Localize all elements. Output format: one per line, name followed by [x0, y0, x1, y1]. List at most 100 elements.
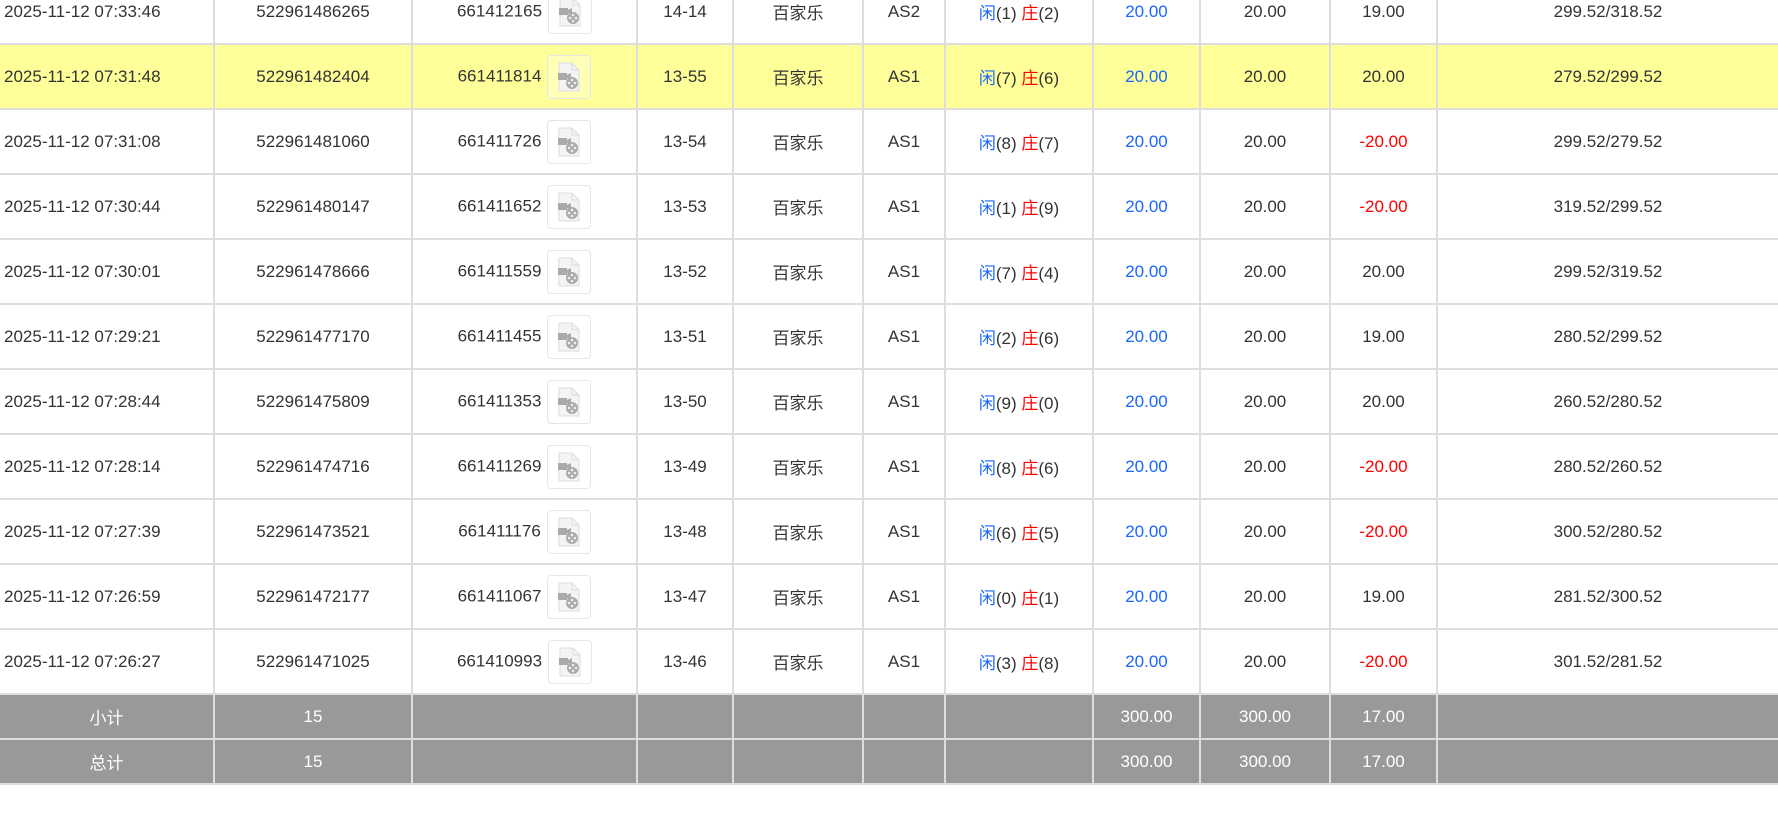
player-label: 闲 [978, 134, 996, 153]
video-replay-icon[interactable] [547, 119, 592, 164]
game-number: 661411726 [457, 130, 542, 150]
table-row: 2025-11-12 07:26:27 522961471025 6614109… [0, 628, 1778, 695]
round: 13-54 [636, 108, 734, 175]
balance: 279.52/299.52 [1436, 43, 1778, 110]
banker-label: 庄 [1021, 4, 1039, 23]
win-loss: 20.00 [1329, 238, 1438, 305]
video-replay-icon[interactable] [547, 379, 592, 424]
order-number: 522961477170 [213, 303, 413, 370]
table-row: 2025-11-12 07:30:01 522961478666 6614115… [0, 238, 1778, 305]
table-row: 2025-11-12 07:31:48 522961482404 6614118… [0, 43, 1778, 110]
total-count: 15 [213, 738, 413, 785]
game-number: 661411353 [457, 390, 542, 410]
game-type: 百家乐 [732, 238, 864, 305]
game-number-cell: 661411176 [411, 498, 638, 565]
win-loss: -20.00 [1329, 108, 1438, 175]
order-number: 522961482404 [213, 43, 413, 110]
game-number: 661411176 [458, 520, 541, 540]
player-points: (1) [995, 4, 1017, 23]
balance: 260.52/280.52 [1436, 368, 1778, 435]
win-loss: 19.00 [1329, 303, 1438, 370]
win-loss: 20.00 [1329, 43, 1438, 110]
game-number: 661410993 [456, 650, 543, 670]
video-replay-icon[interactable] [548, 0, 593, 34]
result: 闲(1) 庄(2) [944, 0, 1094, 45]
order-number: 522961480147 [213, 173, 413, 240]
subtotal-row: 小计 15 300.00 300.00 17.00 [0, 693, 1778, 740]
valid-bet: 20.00 [1199, 303, 1331, 370]
bet-amount: 20.00 [1092, 173, 1201, 240]
order-number: 522961471025 [213, 628, 413, 695]
balance: 299.52/279.52 [1436, 108, 1778, 175]
total-bet: 300.00 [1092, 738, 1201, 785]
bet-amount: 20.00 [1092, 368, 1201, 435]
table-row: 2025-11-12 07:31:08 522961481060 6614117… [0, 108, 1778, 175]
player-label: 闲 [978, 589, 996, 608]
player-points: (8) [995, 134, 1017, 153]
bet-amount: 20.00 [1092, 108, 1201, 175]
player-label: 闲 [978, 329, 996, 348]
balance: 281.52/300.52 [1436, 563, 1778, 630]
table-row: 2025-11-12 07:27:39 522961473521 6614111… [0, 498, 1778, 565]
valid-bet: 20.00 [1199, 498, 1331, 565]
subtotal-win: 17.00 [1329, 693, 1438, 740]
game-number-cell: 661411269 [411, 433, 638, 500]
game-type: 百家乐 [732, 303, 864, 370]
round: 13-55 [636, 43, 734, 110]
balance: 280.52/260.52 [1436, 433, 1778, 500]
game-type: 百家乐 [732, 43, 864, 110]
bet-time: 2025-11-12 07:30:01 [0, 238, 215, 305]
game-number: 661411455 [457, 325, 542, 345]
player-label: 闲 [978, 4, 996, 23]
video-replay-icon[interactable] [546, 509, 591, 554]
valid-bet: 20.00 [1199, 43, 1331, 110]
video-replay-icon[interactable] [547, 184, 592, 229]
balance: 299.52/319.52 [1436, 238, 1778, 305]
player-points: (1) [995, 199, 1017, 218]
round: 13-51 [636, 303, 734, 370]
banker-label: 庄 [1021, 524, 1039, 543]
order-number: 522961478666 [213, 238, 413, 305]
banker-label: 庄 [1021, 264, 1039, 283]
game-number-cell: 661411067 [411, 563, 638, 630]
player-points: (7) [995, 264, 1017, 283]
result: 闲(8) 庄(6) [944, 433, 1094, 500]
order-number: 522961486265 [213, 0, 413, 45]
game-type: 百家乐 [732, 498, 864, 565]
valid-bet: 20.00 [1199, 628, 1331, 695]
bet-time: 2025-11-12 07:29:21 [0, 303, 215, 370]
order-number: 522961474716 [213, 433, 413, 500]
valid-bet: 20.00 [1199, 0, 1331, 45]
player-points: (9) [995, 394, 1017, 413]
bet-time: 2025-11-12 07:27:39 [0, 498, 215, 565]
result: 闲(0) 庄(1) [944, 563, 1094, 630]
banker-label: 庄 [1021, 589, 1039, 608]
balance: 319.52/299.52 [1436, 173, 1778, 240]
bet-time: 2025-11-12 07:30:44 [0, 173, 215, 240]
banker-points: (5) [1038, 524, 1060, 543]
video-replay-icon[interactable] [548, 639, 593, 684]
result: 闲(6) 庄(5) [944, 498, 1094, 565]
round: 13-50 [636, 368, 734, 435]
video-replay-icon[interactable] [547, 314, 592, 359]
banker-points: (0) [1038, 394, 1060, 413]
game-type: 百家乐 [732, 173, 864, 240]
video-replay-icon[interactable] [547, 444, 592, 489]
banker-label: 庄 [1021, 459, 1039, 478]
bet-amount: 20.00 [1092, 628, 1201, 695]
result: 闲(3) 庄(8) [944, 628, 1094, 695]
game-number: 661411652 [457, 195, 542, 215]
bet-time: 2025-11-12 07:28:14 [0, 433, 215, 500]
player-label: 闲 [978, 199, 996, 218]
banker-points: (9) [1038, 199, 1060, 218]
player-points: (8) [995, 459, 1017, 478]
video-replay-icon[interactable] [547, 54, 592, 99]
banker-points: (6) [1038, 69, 1060, 88]
win-loss: 19.00 [1329, 563, 1438, 630]
bet-time: 2025-11-12 07:33:46 [0, 0, 215, 45]
table-code: AS1 [862, 433, 946, 500]
banker-points: (7) [1038, 134, 1060, 153]
video-replay-icon[interactable] [547, 574, 592, 619]
video-replay-icon[interactable] [547, 249, 592, 294]
result: 闲(9) 庄(0) [944, 368, 1094, 435]
